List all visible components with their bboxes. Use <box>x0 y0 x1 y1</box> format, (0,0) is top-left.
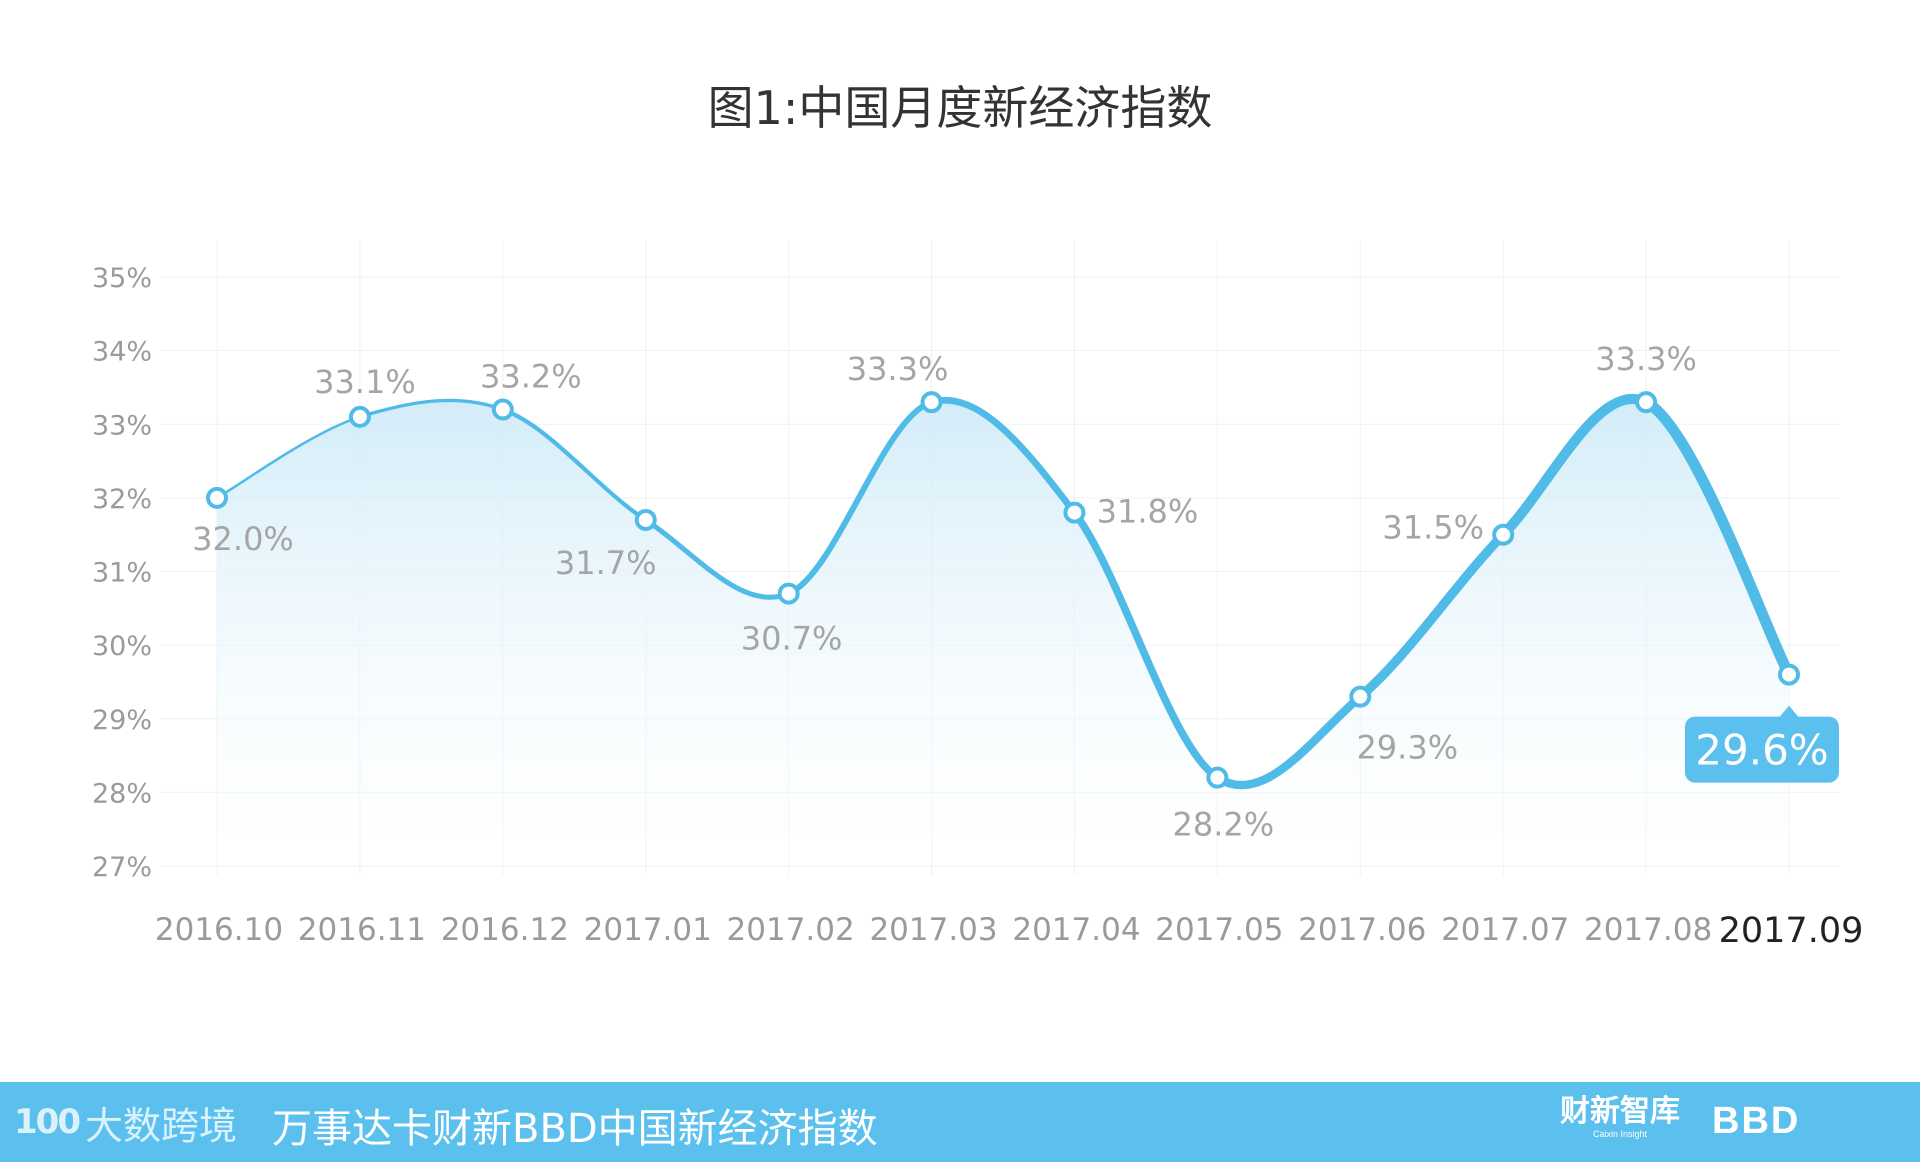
data-label: 31.8% <box>1097 493 1199 531</box>
data-points <box>206 391 1800 789</box>
data-point <box>1778 663 1800 686</box>
x-tick-label: 2017.05 <box>1155 912 1283 948</box>
bbd-logo: BBD <box>1712 1100 1801 1142</box>
line-segment <box>643 517 792 600</box>
x-tick-label: 2017.07 <box>1441 912 1569 948</box>
y-tick-label: 31% <box>92 558 152 589</box>
data-point <box>1063 501 1086 524</box>
line-segment <box>1498 394 1652 540</box>
line-segment <box>1213 692 1365 790</box>
footer-title: 万事达卡财新BBD中国新经济指数 <box>272 1106 878 1152</box>
data-label: 29.6% <box>1695 726 1828 775</box>
caixin-insight-logo: 财新智库 Caixin Insight <box>1560 1096 1680 1140</box>
line-segment <box>1640 396 1795 681</box>
caixin-insight-subtitle: Caixin Insight <box>1592 1129 1648 1139</box>
series-area <box>217 398 1789 866</box>
data-point <box>777 582 800 605</box>
data-point <box>1349 685 1372 708</box>
data-label: 30.7% <box>741 620 843 658</box>
line-segment <box>215 415 362 500</box>
y-tick-label: 32% <box>92 484 152 515</box>
x-tick-label: 2016.11 <box>298 912 426 948</box>
x-tick-label: 2017.03 <box>869 912 997 948</box>
data-point <box>1635 391 1658 414</box>
line-segment <box>358 398 505 419</box>
area-fill <box>217 398 1789 866</box>
line-segment <box>500 407 648 523</box>
y-tick-label: 27% <box>92 852 152 883</box>
x-tick-label: 2016.10 <box>155 912 283 948</box>
series-line <box>215 394 1795 790</box>
data-label: 33.3% <box>847 350 949 388</box>
chart-title: 图1:中国月度新经济指数 <box>707 81 1213 135</box>
data-label: 33.2% <box>480 358 582 396</box>
line-segment <box>928 397 1078 516</box>
line-segment <box>785 399 935 597</box>
chart-area: 27%28%29%30%31%32%33%34%35% 2016.10 2016.… <box>92 240 1863 951</box>
data-point <box>491 398 514 421</box>
data-label: 29.3% <box>1356 729 1458 767</box>
data-point <box>634 508 657 531</box>
data-labels: 32.0% 33.1% 33.2% 31.7% 30.7% 33.3% 31.8% 28.2%… <box>192 340 1839 844</box>
x-tick-label: 2017.02 <box>727 912 855 948</box>
highlight-label-box <box>1685 716 1839 783</box>
data-point <box>206 486 228 509</box>
data-label: 32.0% <box>192 520 294 558</box>
data-point <box>920 391 943 414</box>
data-point <box>1492 523 1515 546</box>
y-tick-label: 29% <box>92 705 152 736</box>
y-tick-label: 30% <box>92 631 152 662</box>
footer-bar: 100 大数跨境 万事达卡财新BBD中国新经济指数 财新智库 Caixin In… <box>0 1082 1920 1162</box>
data-label: 33.1% <box>314 363 416 401</box>
line-segment <box>1070 508 1222 782</box>
y-tick-label: 35% <box>92 263 152 294</box>
y-tick-label: 28% <box>92 778 152 809</box>
brand-name: 大数跨境 <box>84 1103 237 1148</box>
data-point <box>348 405 371 428</box>
x-tick-label: 2017.06 <box>1298 912 1426 948</box>
highlight-pointer <box>1779 705 1799 718</box>
data-label: 31.7% <box>555 544 657 582</box>
line-segment <box>1355 530 1508 702</box>
y-tick-label: 33% <box>92 410 152 441</box>
data-label: 28.2% <box>1173 806 1275 844</box>
x-tick-label: 2017.01 <box>584 912 712 948</box>
data-label: 31.5% <box>1382 509 1484 547</box>
caixin-insight-name: 财新智库 <box>1560 1094 1680 1129</box>
x-tick-label: 2017.08 <box>1584 912 1712 948</box>
brand-mark-icon: 100 <box>14 1102 81 1142</box>
y-axis: 27% 28% 29% 30% 31% 32% 33% 34% 35% <box>92 263 152 883</box>
x-axis: 2016.10 2016.11 2016.12 2017.01 2017.02 2017.… <box>155 911 1863 951</box>
x-tick-label: 2016.12 <box>441 912 569 948</box>
y-tick-label: 34% <box>92 337 152 368</box>
brand-logo: 100 大数跨境 <box>14 1092 237 1152</box>
data-point <box>1206 766 1229 789</box>
x-tick-label: 2017.09 <box>1719 911 1864 951</box>
x-tick-label: 2017.04 <box>1012 912 1140 948</box>
data-label: 33.3% <box>1595 340 1697 378</box>
